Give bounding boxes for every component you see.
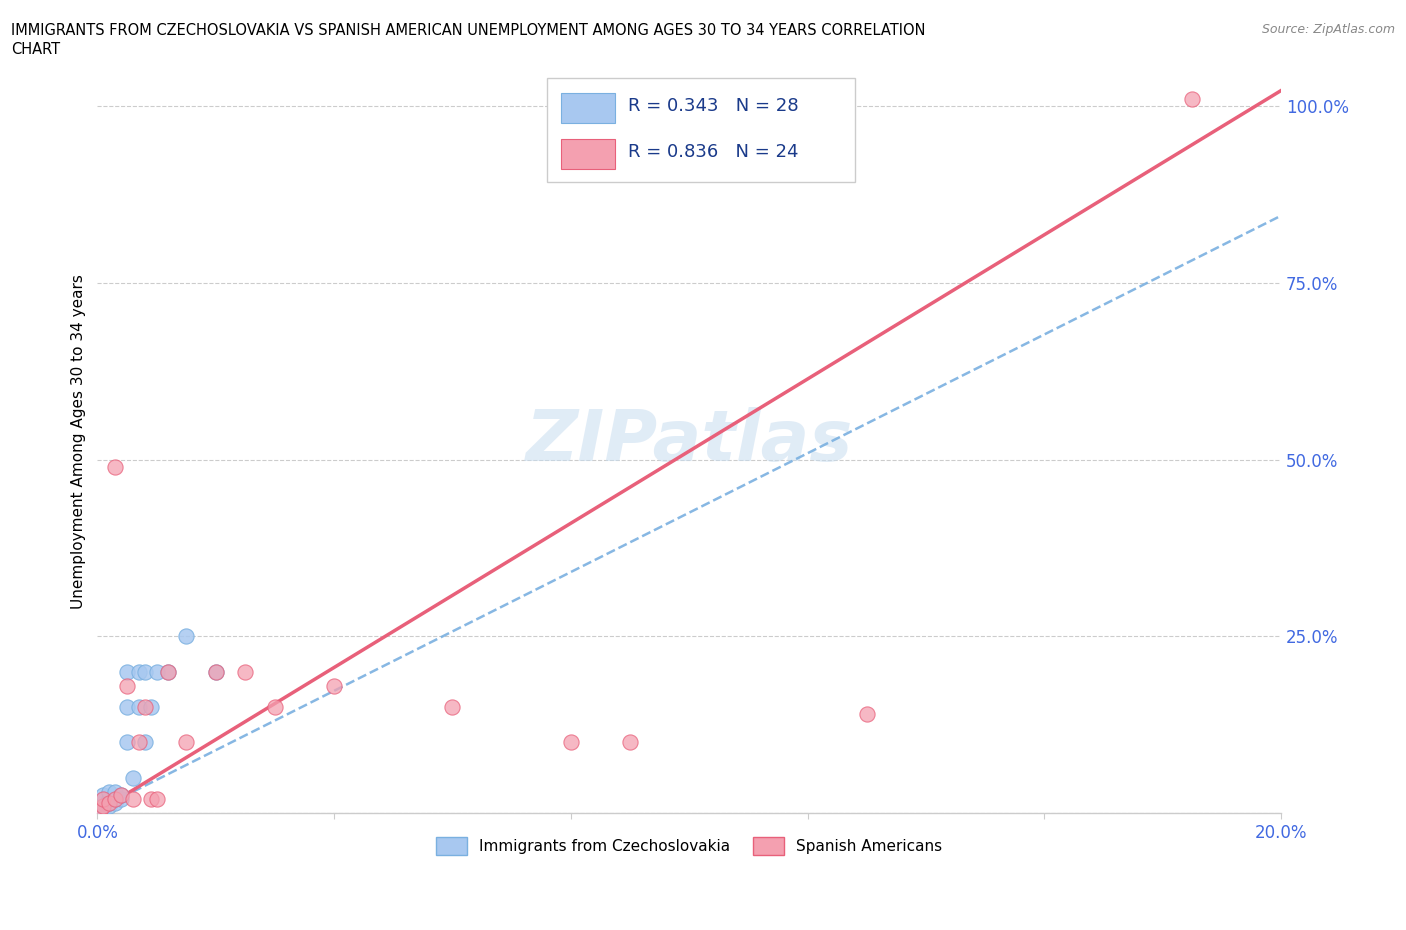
Point	[91, 791, 114, 806]
Point	[560, 735, 582, 750]
Point	[145, 791, 167, 806]
Point	[98, 795, 121, 810]
Point	[91, 795, 114, 810]
Text: R = 0.343   N = 28: R = 0.343 N = 28	[627, 98, 799, 115]
Point	[89, 803, 111, 817]
FancyBboxPatch shape	[547, 78, 855, 182]
Point	[98, 785, 121, 800]
Point	[441, 699, 464, 714]
Point	[115, 664, 138, 679]
Point	[134, 664, 156, 679]
Point	[139, 699, 162, 714]
Point	[174, 629, 197, 644]
Point	[104, 785, 127, 800]
Point	[139, 791, 162, 806]
Point	[91, 788, 114, 803]
Point	[233, 664, 256, 679]
Point	[121, 770, 143, 785]
Text: R = 0.836   N = 24: R = 0.836 N = 24	[627, 143, 799, 162]
Point	[1181, 92, 1204, 107]
Point	[134, 699, 156, 714]
Point	[157, 664, 180, 679]
Point	[128, 735, 150, 750]
Point	[89, 803, 111, 817]
Point	[91, 803, 114, 817]
Point	[115, 699, 138, 714]
Point	[98, 795, 121, 810]
Point	[204, 664, 226, 679]
Text: IMMIGRANTS FROM CZECHOSLOVAKIA VS SPANISH AMERICAN UNEMPLOYMENT AMONG AGES 30 TO: IMMIGRANTS FROM CZECHOSLOVAKIA VS SPANIS…	[11, 23, 925, 38]
Point	[174, 735, 197, 750]
Point	[104, 791, 127, 806]
Point	[115, 735, 138, 750]
Point	[110, 788, 132, 803]
Point	[104, 795, 127, 810]
FancyBboxPatch shape	[561, 93, 614, 123]
Point	[204, 664, 226, 679]
Point	[91, 791, 114, 806]
Legend: Immigrants from Czechoslovakia, Spanish Americans: Immigrants from Czechoslovakia, Spanish …	[430, 831, 948, 861]
Point	[110, 791, 132, 806]
Point	[110, 788, 132, 803]
Text: Source: ZipAtlas.com: Source: ZipAtlas.com	[1261, 23, 1395, 36]
Point	[98, 791, 121, 806]
Point	[157, 664, 180, 679]
Text: CHART: CHART	[11, 42, 60, 57]
Point	[91, 799, 114, 814]
Point	[115, 678, 138, 693]
Point	[145, 664, 167, 679]
Point	[264, 699, 287, 714]
Text: ZIPatlas: ZIPatlas	[526, 407, 853, 476]
Point	[128, 699, 150, 714]
FancyBboxPatch shape	[561, 140, 614, 168]
Point	[128, 664, 150, 679]
Point	[104, 459, 127, 474]
Point	[134, 735, 156, 750]
Point	[323, 678, 346, 693]
Point	[855, 707, 877, 722]
Point	[121, 791, 143, 806]
Point	[98, 799, 121, 814]
Y-axis label: Unemployment Among Ages 30 to 34 years: Unemployment Among Ages 30 to 34 years	[72, 274, 86, 609]
Point	[104, 791, 127, 806]
Point	[619, 735, 641, 750]
Point	[91, 799, 114, 814]
